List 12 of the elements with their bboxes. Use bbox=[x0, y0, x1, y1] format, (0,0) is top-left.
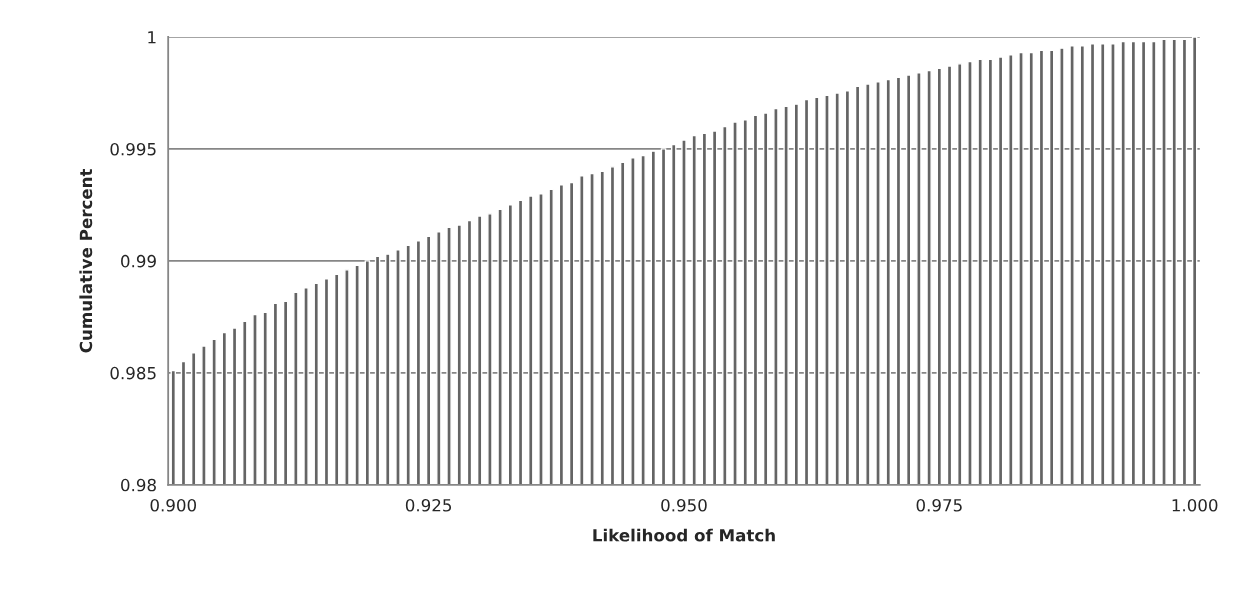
x-tick-label: 0.950 bbox=[661, 498, 707, 512]
x-tick-label: 1.000 bbox=[1172, 498, 1218, 512]
y-axis-title: Cumulative Percent bbox=[79, 168, 93, 353]
y-tick-label: 1 bbox=[148, 31, 156, 44]
x-tick-label: 0.900 bbox=[150, 498, 197, 512]
y-tick-label: 0.99 bbox=[121, 254, 156, 268]
x-tick-label: 0.925 bbox=[405, 498, 452, 512]
y-tick-label: 0.995 bbox=[110, 142, 156, 156]
x-tick-label: 0.975 bbox=[916, 498, 962, 512]
y-tick-label: 0.985 bbox=[110, 366, 156, 380]
x-axis-title: Likelihood of Match bbox=[593, 528, 775, 542]
y-tick-label: 0.98 bbox=[121, 478, 156, 492]
